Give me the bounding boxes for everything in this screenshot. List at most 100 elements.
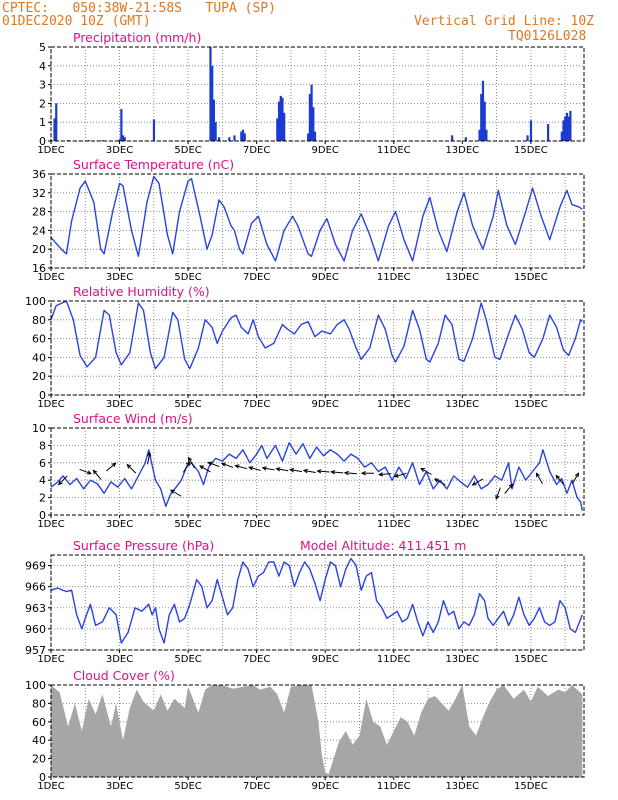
precip-bar (308, 94, 311, 141)
precip-bar (310, 84, 313, 141)
x-tick-label: 7DEC (243, 781, 270, 792)
wind-arrow-shaft (235, 465, 248, 470)
wind-arrow-shaft (126, 464, 137, 474)
precip-bar (481, 80, 485, 141)
precip-bar (480, 94, 483, 141)
wind-arrow-head (220, 462, 226, 467)
y-tick-label: 20 (32, 243, 46, 256)
wind-arrow-shaft (536, 473, 543, 484)
x-tick-label: 1DEC (37, 145, 64, 156)
wind-arrow-shaft (182, 461, 190, 473)
y-tick-label: 32 (32, 187, 46, 200)
x-tick-label: 3DEC (106, 399, 133, 410)
run-time-label: 01DEC2020 10Z (GMT) (2, 14, 151, 29)
model-code-label: TQ0126L028 (508, 29, 587, 44)
wind-arrow-head (495, 494, 500, 500)
precip-bar (281, 97, 284, 141)
precip-bar (478, 129, 481, 141)
wind-arrow-shaft (93, 470, 102, 480)
wind-arrow (207, 461, 220, 468)
y-tick-label: 4 (39, 474, 46, 487)
x-tick-label: 5DEC (174, 399, 201, 410)
wind-arrow-head (146, 451, 152, 457)
wind-arrow (92, 469, 102, 480)
panel-frame (50, 300, 585, 396)
panel-title: Precipitation (mm/h) (73, 30, 201, 45)
precip-bar (567, 116, 570, 141)
precip-bar (241, 129, 245, 141)
precip-bar (564, 116, 567, 141)
wind-arrow (146, 451, 152, 465)
x-tick-label: 5DEC (174, 654, 201, 665)
wind-arrow (420, 467, 432, 475)
wind-arrow-shaft (199, 465, 211, 473)
wind-arrow-head (535, 472, 541, 478)
precip-bar (55, 103, 58, 141)
wind-arrow (302, 468, 316, 474)
wind-arrow-head (86, 470, 92, 475)
x-tick-label: 11DEC (377, 399, 411, 410)
wind-arrow-head (574, 472, 580, 478)
wind-arrow-shaft (379, 473, 392, 476)
wind-arrow-head (471, 481, 477, 486)
wind-arrow (471, 478, 484, 486)
panel-4 (48, 427, 585, 518)
x-tick-label: 3DEC (106, 654, 133, 665)
precip-bar (214, 122, 217, 141)
panel-5 (48, 554, 585, 653)
wind-arrow-shaft (290, 469, 303, 473)
wind-arrow (199, 465, 211, 473)
precip-bar (118, 139, 121, 141)
wind-arrow (433, 478, 446, 486)
wind-arrow (378, 472, 392, 477)
wind-arrow (234, 464, 248, 470)
x-tick-label: 9DEC (312, 272, 339, 283)
wind-arrow (393, 472, 407, 478)
y-tick-label: 957 (25, 644, 46, 657)
wind-arrow-shaft (188, 457, 195, 469)
wind-arrow (555, 474, 565, 486)
wind-arrow (343, 470, 357, 476)
y-tick-label: 0 (39, 771, 46, 784)
y-tick-label: 960 (25, 623, 46, 636)
precip-bar (121, 135, 125, 141)
cloud-cover-area (51, 685, 583, 777)
wind-arrow-head (169, 489, 175, 494)
y-tick-label: 969 (25, 560, 46, 573)
wind-arrow-head (420, 467, 426, 473)
wind-arrow-head (433, 478, 439, 483)
wind-arrow-shaft (495, 487, 501, 500)
wind-arrow-head (555, 474, 561, 480)
wind-arrow-head (343, 470, 349, 476)
panel-6 (48, 684, 585, 780)
wind-arrow-shaft (208, 462, 220, 468)
y-tick-label: 6 (39, 457, 46, 470)
x-tick-label: 7DEC (243, 519, 270, 530)
wind-arrow (330, 469, 344, 475)
y-tick-label: 5 (39, 41, 46, 54)
wind-arrow-shaft (555, 475, 565, 486)
wind-arrow-head (360, 471, 366, 476)
y-tick-label: 40 (32, 734, 46, 747)
wind-arrow (79, 468, 92, 475)
x-tick-label: 3DEC (106, 272, 133, 283)
series-line (50, 557, 583, 644)
panel-3 (48, 300, 585, 398)
precip-bar (279, 95, 282, 141)
wind-arrow (126, 463, 137, 474)
wind-arrow-head (289, 468, 295, 473)
y-tick-label: 963 (25, 602, 46, 615)
panel-frame (50, 173, 585, 269)
y-tick-label: 8 (39, 439, 46, 452)
wind-arrow-shaft (344, 472, 357, 475)
wind-arrow (289, 468, 303, 473)
wind-arrow (360, 471, 375, 476)
precip-bar (307, 133, 310, 141)
precip-bar (483, 101, 486, 141)
x-tick-label: 1DEC (37, 272, 64, 283)
wind-arrow (316, 469, 330, 474)
wind-arrow-shaft (262, 467, 275, 471)
panel-1 (48, 46, 585, 144)
precip-bar (283, 112, 286, 141)
